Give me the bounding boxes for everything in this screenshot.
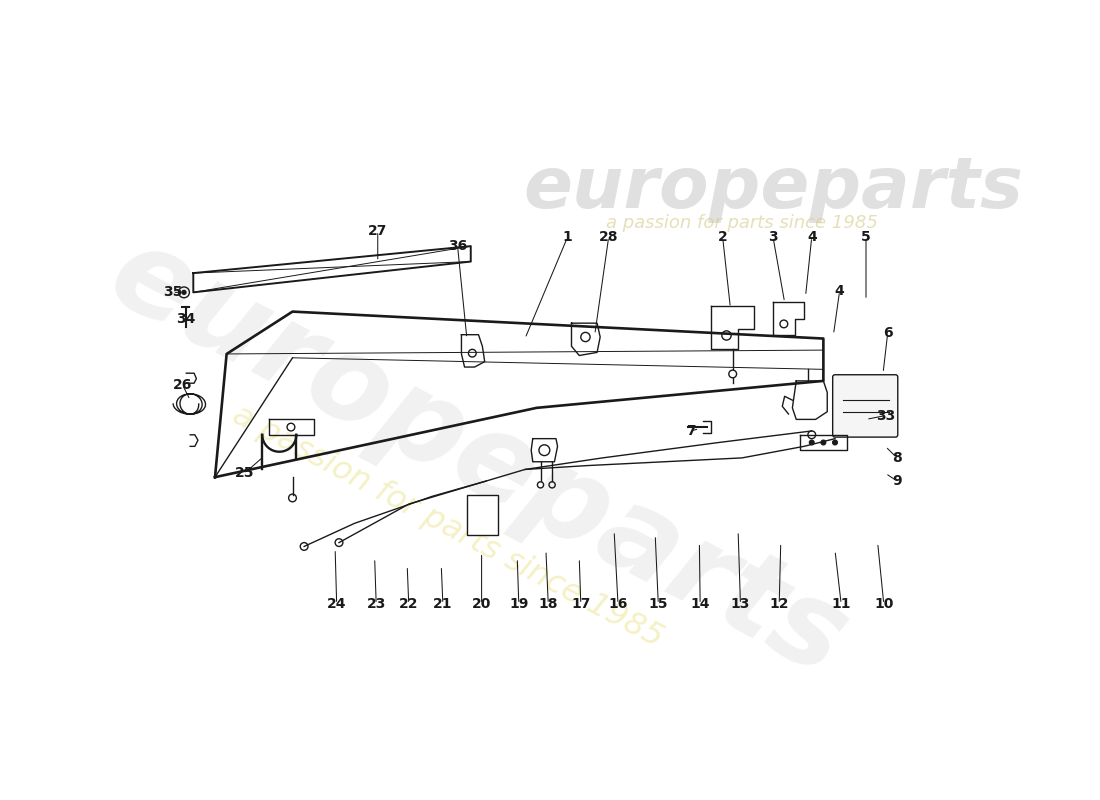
Circle shape: [183, 290, 186, 294]
Text: 22: 22: [399, 597, 418, 611]
Text: a passion for parts since 1985: a passion for parts since 1985: [606, 214, 878, 232]
Text: 9: 9: [892, 474, 902, 488]
Text: 18: 18: [539, 597, 558, 611]
Text: 1: 1: [563, 230, 572, 244]
Text: 7: 7: [686, 424, 695, 438]
Text: 13: 13: [730, 597, 750, 611]
Text: 4: 4: [807, 230, 816, 244]
Text: 10: 10: [874, 597, 893, 611]
Text: 17: 17: [571, 597, 591, 611]
Text: 20: 20: [472, 597, 492, 611]
Text: 12: 12: [770, 597, 789, 611]
Text: 24: 24: [327, 597, 346, 611]
Text: 14: 14: [691, 597, 710, 611]
FancyBboxPatch shape: [833, 374, 898, 437]
Text: 2: 2: [717, 230, 727, 244]
FancyBboxPatch shape: [466, 495, 498, 535]
Circle shape: [821, 440, 826, 445]
Text: 27: 27: [368, 224, 387, 238]
Text: a passion for parts since 1985: a passion for parts since 1985: [227, 400, 668, 654]
Text: 11: 11: [832, 597, 851, 611]
Text: 25: 25: [234, 466, 254, 480]
Text: 35: 35: [163, 286, 183, 299]
Text: 5: 5: [861, 230, 871, 244]
Text: 21: 21: [433, 597, 452, 611]
Text: 28: 28: [600, 230, 618, 244]
Text: 15: 15: [649, 597, 668, 611]
Text: 4: 4: [835, 284, 845, 298]
Text: 33: 33: [876, 409, 895, 422]
Text: 23: 23: [366, 597, 386, 611]
Text: 16: 16: [608, 597, 628, 611]
Text: 3: 3: [768, 230, 778, 244]
Text: 6: 6: [883, 326, 892, 340]
Text: 26: 26: [173, 378, 192, 392]
Text: europeparts: europeparts: [91, 215, 866, 701]
Text: 36: 36: [448, 239, 468, 253]
Text: 34: 34: [176, 312, 195, 326]
Text: 8: 8: [892, 451, 902, 465]
Text: 19: 19: [509, 597, 528, 611]
Circle shape: [810, 440, 814, 445]
Text: europeparts: europeparts: [522, 154, 1023, 223]
Circle shape: [833, 440, 837, 445]
